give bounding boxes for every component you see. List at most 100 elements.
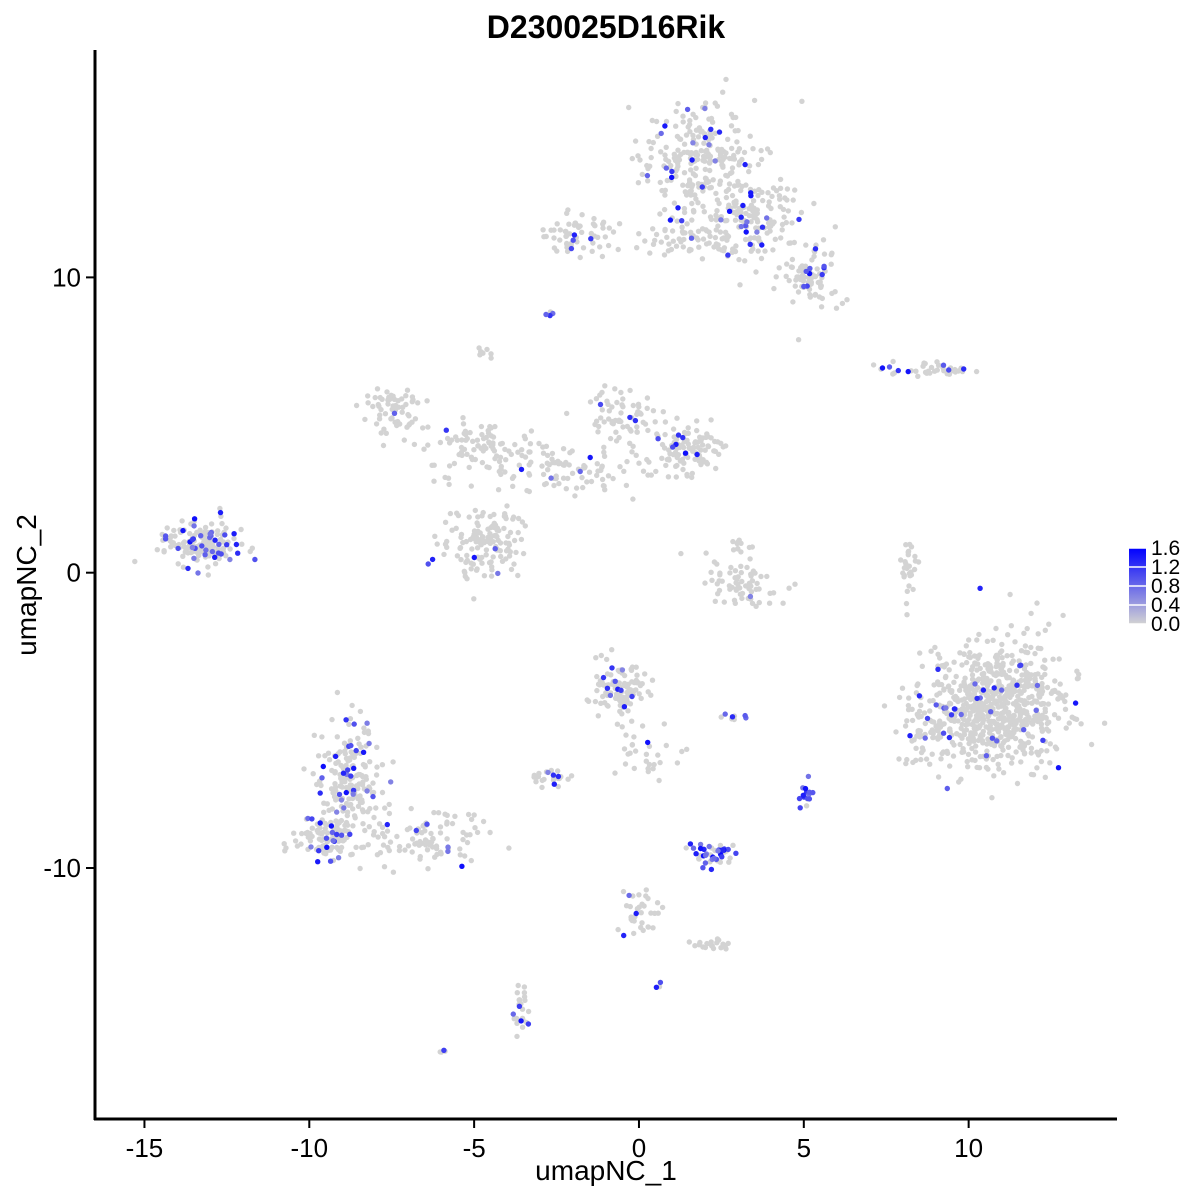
data-point bbox=[951, 706, 958, 712]
data-point bbox=[723, 194, 730, 201]
data-point bbox=[935, 774, 942, 780]
data-point bbox=[615, 926, 621, 933]
data-point bbox=[729, 714, 736, 720]
data-point bbox=[666, 456, 672, 462]
data-point bbox=[444, 819, 450, 825]
data-point bbox=[928, 648, 934, 654]
data-point bbox=[913, 745, 919, 751]
data-point bbox=[616, 221, 623, 227]
data-point bbox=[793, 277, 799, 283]
data-point bbox=[460, 836, 466, 843]
data-point bbox=[329, 716, 335, 723]
data-point bbox=[728, 111, 735, 118]
data-point bbox=[747, 241, 753, 247]
data-point bbox=[636, 460, 642, 466]
data-point bbox=[584, 479, 590, 485]
data-point bbox=[492, 546, 498, 552]
data-point bbox=[571, 232, 578, 238]
data-point bbox=[959, 662, 965, 668]
data-point bbox=[778, 235, 784, 241]
data-point bbox=[549, 456, 555, 462]
data-point bbox=[650, 766, 656, 772]
data-point bbox=[598, 467, 604, 474]
data-point bbox=[686, 939, 692, 945]
data-point bbox=[688, 188, 694, 194]
data-point bbox=[911, 737, 917, 743]
data-point bbox=[663, 144, 669, 150]
data-point bbox=[755, 161, 762, 168]
data-point bbox=[292, 838, 299, 844]
data-point bbox=[705, 443, 712, 450]
data-point bbox=[364, 720, 370, 726]
data-point bbox=[624, 423, 630, 430]
data-point bbox=[977, 585, 983, 591]
data-point bbox=[903, 561, 909, 567]
color-legend: 0.00.40.81.21.6 bbox=[1129, 537, 1181, 636]
data-point bbox=[630, 443, 636, 449]
data-point bbox=[444, 836, 450, 842]
data-point bbox=[383, 430, 389, 436]
data-point bbox=[644, 405, 650, 411]
data-point bbox=[371, 829, 377, 835]
data-point bbox=[597, 244, 603, 250]
data-point bbox=[384, 828, 391, 834]
data-point bbox=[707, 233, 713, 239]
data-point bbox=[488, 559, 494, 565]
data-point bbox=[655, 752, 661, 758]
data-point bbox=[1045, 701, 1052, 707]
data-point bbox=[602, 383, 608, 389]
data-point bbox=[525, 1008, 532, 1015]
data-point bbox=[725, 846, 731, 853]
data-point bbox=[587, 454, 593, 461]
data-point bbox=[485, 526, 491, 532]
data-point bbox=[510, 483, 516, 489]
data-point bbox=[1014, 682, 1020, 688]
data-point bbox=[713, 190, 719, 197]
data-point bbox=[498, 466, 504, 472]
data-point bbox=[1004, 653, 1010, 659]
data-point bbox=[384, 821, 390, 828]
data-point bbox=[958, 711, 964, 718]
data-point bbox=[518, 536, 525, 543]
data-point bbox=[974, 667, 980, 673]
data-point bbox=[995, 761, 1001, 767]
data-point bbox=[945, 684, 951, 690]
data-point bbox=[625, 708, 631, 714]
data-point bbox=[737, 282, 743, 288]
data-point bbox=[726, 859, 732, 865]
data-point bbox=[430, 836, 436, 842]
data-point bbox=[690, 445, 696, 452]
data-point bbox=[612, 678, 618, 684]
data-point bbox=[1012, 639, 1018, 645]
data-point bbox=[695, 134, 702, 140]
data-point bbox=[348, 773, 354, 779]
data-point bbox=[618, 389, 624, 396]
data-point bbox=[719, 578, 725, 584]
data-point bbox=[638, 910, 644, 916]
data-point bbox=[784, 261, 790, 267]
data-point bbox=[961, 702, 967, 708]
data-point bbox=[937, 690, 943, 696]
data-point bbox=[334, 831, 340, 838]
data-point bbox=[422, 837, 429, 843]
data-point bbox=[343, 819, 350, 826]
data-point bbox=[890, 358, 896, 365]
data-point bbox=[712, 598, 718, 604]
data-point bbox=[693, 114, 699, 121]
data-point bbox=[681, 205, 688, 212]
data-point bbox=[457, 852, 463, 858]
data-point bbox=[411, 441, 418, 448]
data-point bbox=[659, 441, 666, 448]
data-point bbox=[693, 165, 699, 171]
data-point bbox=[1011, 713, 1017, 719]
data-point bbox=[685, 124, 691, 130]
data-point bbox=[379, 762, 386, 768]
data-point bbox=[609, 420, 615, 426]
data-point bbox=[807, 294, 813, 300]
data-point bbox=[491, 533, 498, 539]
data-point bbox=[712, 130, 718, 136]
data-point bbox=[349, 702, 355, 709]
data-point bbox=[588, 230, 594, 237]
data-point bbox=[345, 767, 351, 773]
data-point bbox=[374, 744, 380, 750]
